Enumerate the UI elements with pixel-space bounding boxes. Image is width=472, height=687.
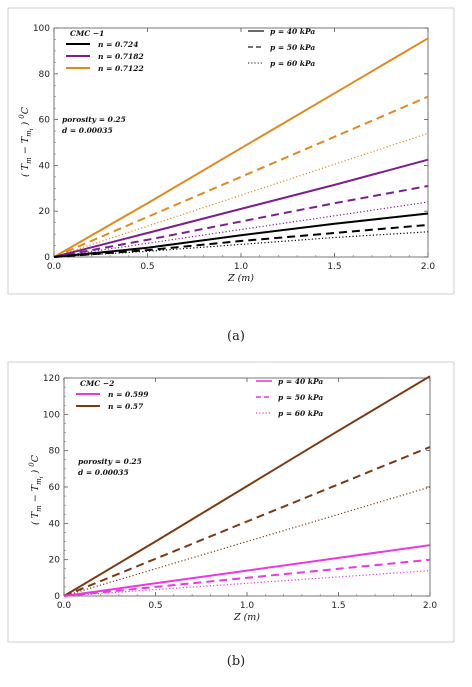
figure-caption: (a) bbox=[227, 329, 245, 344]
chart-a: 0.0 0.5 1.0 1.5 2.0 0 20 40 60 80 100 Z (m) ( Tm − T… bbox=[7, 7, 455, 344]
y-tick-label: 80 bbox=[39, 70, 51, 80]
x-tick-label: 0.5 bbox=[148, 601, 162, 611]
y-tick-label: 100 bbox=[33, 24, 50, 34]
y-tick-label: 60 bbox=[39, 116, 51, 126]
series-line bbox=[53, 37, 429, 258]
chart-frame bbox=[7, 361, 455, 643]
figure-caption: (b) bbox=[227, 654, 245, 669]
y-tick-label: 0 bbox=[44, 253, 50, 263]
y-tick-label: 60 bbox=[49, 483, 61, 493]
series-line bbox=[63, 375, 431, 597]
fluid-legend-title: CMC −1 bbox=[70, 29, 104, 38]
y-tick-label: 40 bbox=[49, 519, 61, 529]
x-tick-label: 1.0 bbox=[234, 262, 249, 272]
parameter-note: porosity = 0.25 bbox=[62, 115, 126, 124]
pressure-legend-label: p = 40 kPa bbox=[278, 377, 323, 386]
x-tick-label: 1.0 bbox=[240, 601, 255, 611]
y-axis-label: ( Tm − Tmi ) 0C bbox=[18, 106, 35, 177]
series-line bbox=[53, 158, 429, 258]
series-line bbox=[63, 486, 431, 597]
series-line bbox=[53, 212, 429, 258]
series-line bbox=[53, 223, 429, 258]
y-tick-label: 80 bbox=[49, 447, 61, 457]
x-axis-label: Z (m) bbox=[227, 273, 254, 284]
x-tick-label: 0.0 bbox=[47, 262, 62, 272]
series-line bbox=[63, 446, 431, 597]
chart-b: 0.0 0.5 1.0 1.5 2.0 0 20 40 60 80 100 120 Z (m) ( Tm … bbox=[7, 361, 455, 669]
series-line bbox=[63, 558, 431, 597]
fluid-legend-label: n = 0.599 bbox=[108, 390, 149, 399]
pressure-legend-label: p = 40 kPa bbox=[270, 27, 315, 36]
parameter-note: d = 0.00035 bbox=[62, 126, 113, 135]
y-axis-label: ( Tm − Tmi ) 0C bbox=[28, 454, 45, 525]
fluid-legend-label: n = 0.7122 bbox=[98, 64, 144, 73]
x-tick-label: 0.5 bbox=[140, 262, 154, 272]
series-line bbox=[53, 95, 429, 258]
plot-area bbox=[53, 27, 429, 258]
y-tick-label: 100 bbox=[43, 410, 60, 420]
y-tick-label: 20 bbox=[49, 556, 61, 566]
fluid-legend-title: CMC −2 bbox=[80, 379, 114, 388]
x-tick-label: 0.0 bbox=[57, 601, 72, 611]
pressure-legend-label: p = 60 kPa bbox=[278, 409, 323, 418]
y-tick-label: 120 bbox=[43, 374, 60, 384]
fluid-legend-label: n = 0.57 bbox=[108, 402, 144, 411]
fluid-legend-label: n = 0.724 bbox=[98, 40, 138, 49]
x-axis-label: Z (m) bbox=[233, 612, 260, 623]
x-tick-label: 2.0 bbox=[423, 601, 438, 611]
pressure-legend-label: p = 60 kPa bbox=[270, 59, 315, 68]
y-tick-label: 40 bbox=[39, 161, 51, 171]
pressure-legend-label: p = 50 kPa bbox=[270, 43, 315, 52]
svg-text:( Tm − Tmi ) 0C: ( Tm − Tmi ) 0C bbox=[18, 106, 35, 177]
svg-text:( Tm − Tmi ) 0C: ( Tm − Tmi ) 0C bbox=[28, 454, 45, 525]
series-line bbox=[63, 544, 431, 597]
series-line bbox=[53, 132, 429, 258]
series-line bbox=[53, 185, 429, 258]
fluid-legend-label: n = 0.7182 bbox=[98, 52, 144, 61]
x-tick-label: 1.5 bbox=[331, 601, 345, 611]
series-line bbox=[53, 231, 429, 258]
chart-frame bbox=[7, 7, 455, 295]
parameter-note: d = 0.00035 bbox=[78, 468, 129, 477]
x-tick-label: 1.5 bbox=[327, 262, 341, 272]
y-tick-label: 20 bbox=[39, 207, 51, 217]
x-tick-label: 2.0 bbox=[421, 262, 436, 272]
y-tick-label: 0 bbox=[54, 592, 60, 602]
pressure-legend-label: p = 50 kPa bbox=[278, 393, 323, 402]
parameter-note: porosity = 0.25 bbox=[78, 457, 142, 466]
